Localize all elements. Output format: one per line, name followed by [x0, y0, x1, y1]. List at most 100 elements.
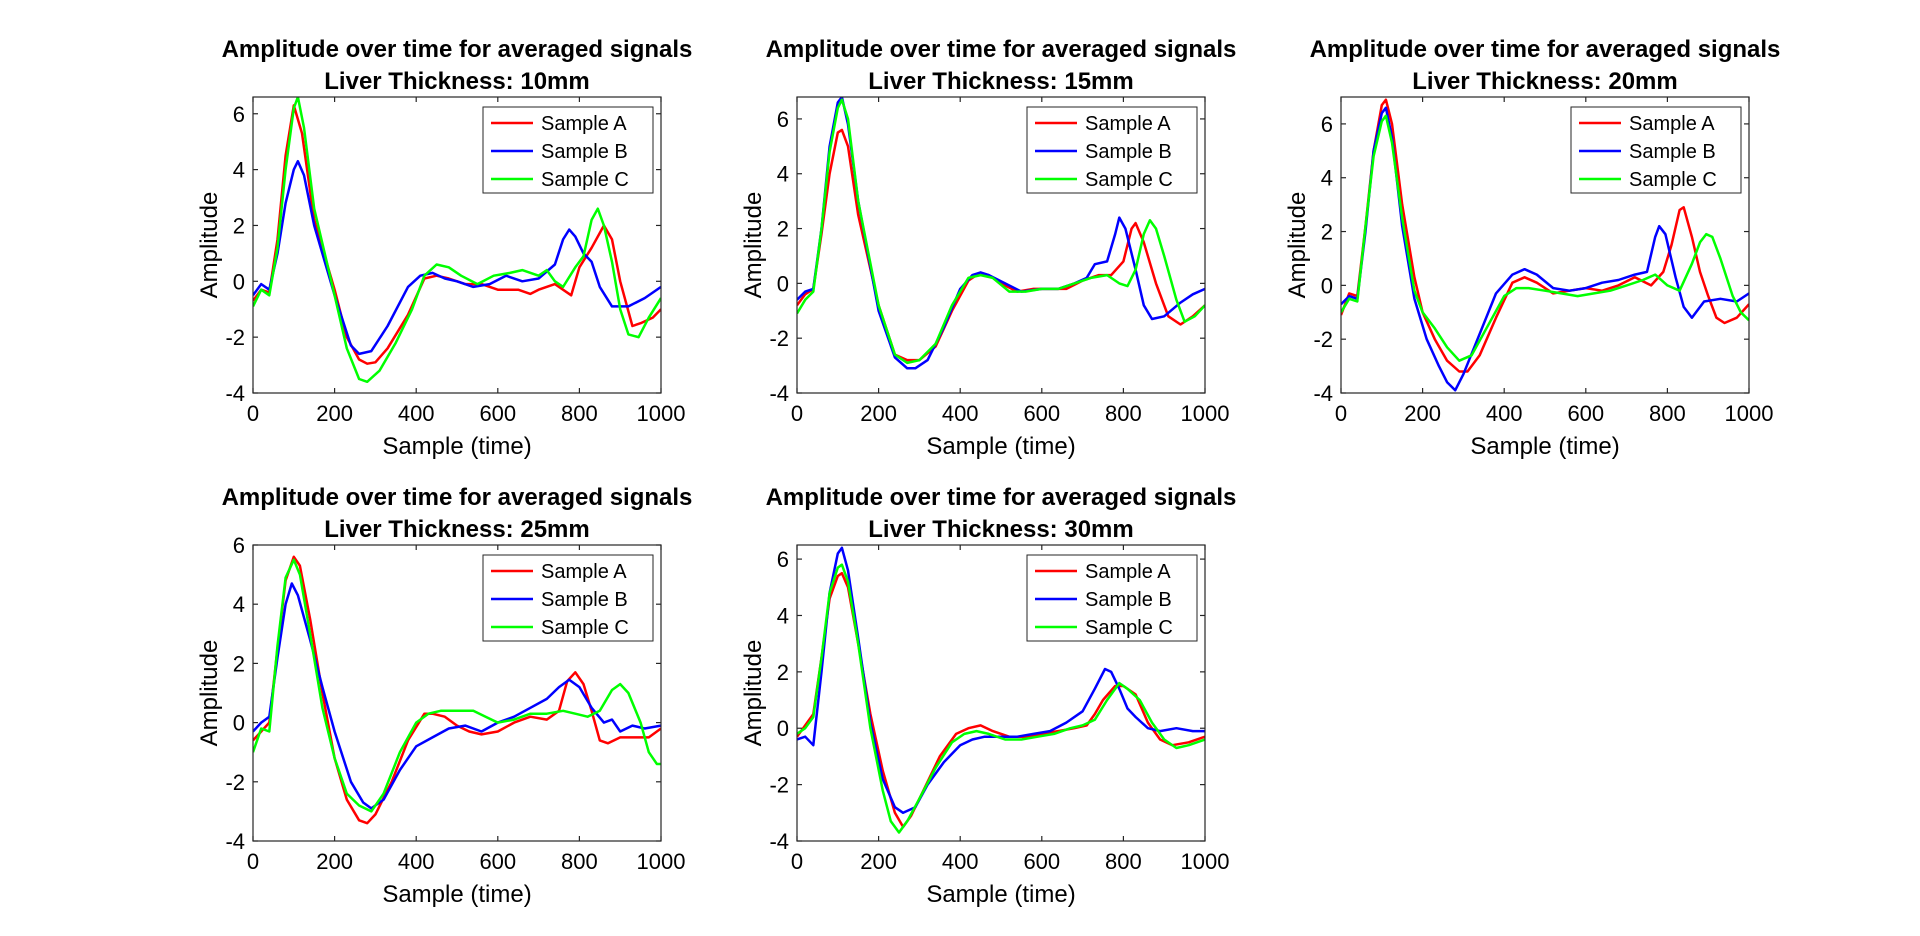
- y-tick-label: 6: [233, 533, 245, 558]
- legend-entry: Sample C: [541, 617, 629, 639]
- legend-entry: Sample A: [1629, 113, 1715, 135]
- x-tick-label: 1000: [1725, 401, 1774, 426]
- x-tick-label: 1000: [1181, 401, 1230, 426]
- y-tick-label: -4: [769, 381, 789, 406]
- subplot-4: Amplitude over time for averaged signals…: [196, 484, 692, 908]
- y-tick-label: 4: [777, 162, 789, 187]
- x-tick-label: 0: [247, 849, 259, 874]
- x-tick-label: 200: [316, 401, 353, 426]
- x-tick-label: 200: [1404, 401, 1441, 426]
- x-tick-label: 200: [860, 849, 897, 874]
- y-tick-label: 0: [1321, 273, 1333, 298]
- x-tick-label: 600: [479, 849, 516, 874]
- legend-entry: Sample C: [1085, 169, 1173, 191]
- x-axis-label: Sample (time): [926, 881, 1075, 908]
- legend: Sample A Sample B Sample C: [482, 106, 654, 194]
- x-tick-label: 400: [942, 401, 979, 426]
- y-tick-label: 0: [233, 269, 245, 294]
- y-tick-label: 2: [233, 651, 245, 676]
- y-tick-label: -2: [769, 773, 789, 798]
- series-line-sample-c: [797, 98, 1205, 365]
- chart-title: Amplitude over time for averaged signals: [766, 36, 1237, 63]
- legend-entry: Sample C: [541, 169, 629, 191]
- y-axis-label: Amplitude: [740, 640, 767, 747]
- legend: Sample A Sample B Sample C: [1026, 106, 1198, 194]
- y-tick-label: 6: [777, 547, 789, 572]
- y-tick-label: 6: [777, 107, 789, 132]
- y-tick-label: 4: [777, 603, 789, 628]
- legend: Sample A Sample B Sample C: [1570, 106, 1742, 194]
- legend-entry: Sample B: [541, 589, 628, 611]
- x-axis-label: Sample (time): [382, 433, 531, 460]
- axes-box: [252, 96, 662, 394]
- series-line-sample-b: [253, 159, 661, 356]
- series-line-sample-b: [253, 582, 661, 810]
- legend-entry: Sample A: [541, 113, 627, 135]
- legend-entry: Sample B: [1085, 141, 1172, 163]
- x-tick-label: 600: [1567, 401, 1604, 426]
- x-tick-label: 400: [942, 849, 979, 874]
- y-tick-label: -2: [225, 325, 245, 350]
- axes-box: [1340, 96, 1750, 394]
- chart-subtitle: Liver Thickness: 15mm: [868, 68, 1133, 95]
- y-axis-label: Amplitude: [196, 192, 223, 299]
- x-tick-label: 1000: [637, 401, 686, 426]
- series-line-sample-c: [797, 563, 1205, 834]
- series-line-sample-b: [797, 546, 1205, 815]
- series-line-sample-a: [1341, 98, 1749, 373]
- x-tick-label: 0: [791, 401, 803, 426]
- x-tick-label: 400: [1486, 401, 1523, 426]
- series-line-sample-c: [1341, 114, 1749, 362]
- axes-box: [796, 544, 1206, 842]
- y-tick-label: 4: [233, 592, 245, 617]
- y-tick-label: 6: [233, 102, 245, 127]
- x-tick-label: 1000: [637, 849, 686, 874]
- y-tick-label: 2: [777, 660, 789, 685]
- x-tick-label: 800: [1649, 401, 1686, 426]
- chart-title: Amplitude over time for averaged signals: [222, 484, 693, 511]
- y-tick-label: 0: [777, 271, 789, 296]
- chart-subtitle: Liver Thickness: 30mm: [868, 516, 1133, 543]
- legend: Sample A Sample B Sample C: [482, 554, 654, 642]
- legend-entry: Sample C: [1629, 169, 1717, 191]
- x-tick-label: 600: [479, 401, 516, 426]
- subplot-2: Amplitude over time for averaged signals…: [740, 36, 1236, 460]
- x-tick-label: 800: [1105, 849, 1142, 874]
- y-tick-label: 0: [233, 711, 245, 736]
- legend: Sample A Sample B Sample C: [1026, 554, 1198, 642]
- x-axis-label: Sample (time): [1470, 433, 1619, 460]
- y-tick-label: -4: [225, 829, 245, 854]
- subplot-5: Amplitude over time for averaged signals…: [740, 484, 1236, 908]
- y-tick-label: 2: [233, 213, 245, 238]
- x-tick-label: 400: [398, 401, 435, 426]
- x-tick-label: 0: [247, 401, 259, 426]
- axes-box: [252, 544, 662, 842]
- x-tick-label: 600: [1023, 401, 1060, 426]
- legend-entry: Sample B: [1629, 141, 1716, 163]
- legend-entry: Sample A: [541, 561, 627, 583]
- x-tick-label: 200: [316, 849, 353, 874]
- chart-title: Amplitude over time for averaged signals: [766, 484, 1237, 511]
- axes-box: [796, 96, 1206, 394]
- x-axis-label: Sample (time): [382, 881, 531, 908]
- y-tick-label: -4: [225, 381, 245, 406]
- y-tick-label: 6: [1321, 112, 1333, 137]
- series-line-sample-b: [1341, 106, 1749, 392]
- chart-title: Amplitude over time for averaged signals: [1310, 36, 1781, 63]
- chart-subtitle: Liver Thickness: 20mm: [1412, 68, 1677, 95]
- x-tick-label: 800: [1105, 401, 1142, 426]
- subplot-3: Amplitude over time for averaged signals…: [1284, 36, 1780, 460]
- chart-subtitle: Liver Thickness: 25mm: [324, 516, 589, 543]
- y-axis-label: Amplitude: [740, 192, 767, 299]
- series-line-sample-a: [253, 555, 661, 825]
- legend-entry: Sample B: [1085, 589, 1172, 611]
- x-tick-label: 0: [791, 849, 803, 874]
- chart-subtitle: Liver Thickness: 10mm: [324, 68, 589, 95]
- x-tick-label: 0: [1335, 401, 1347, 426]
- y-tick-label: 0: [777, 716, 789, 741]
- y-tick-label: 2: [777, 217, 789, 242]
- y-tick-label: -2: [225, 770, 245, 795]
- y-tick-label: -2: [769, 326, 789, 351]
- series-line-sample-c: [253, 558, 661, 813]
